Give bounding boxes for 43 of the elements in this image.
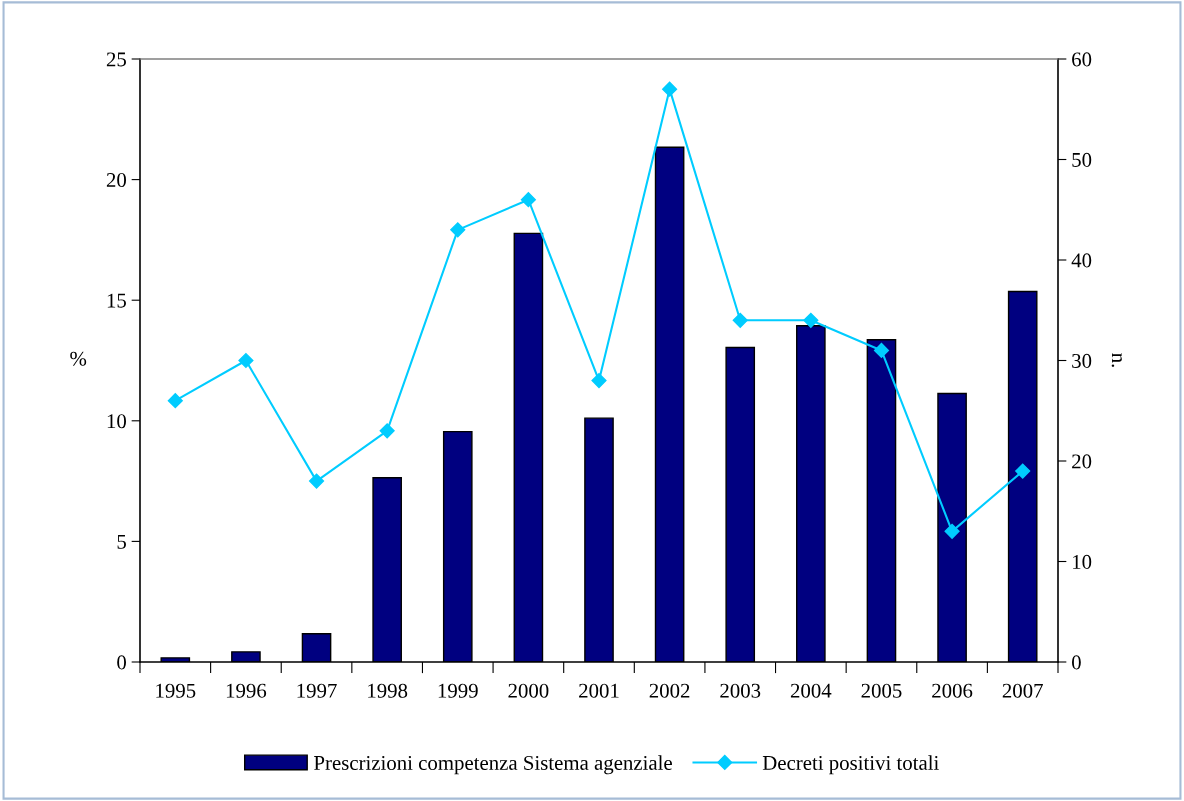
point xyxy=(944,523,960,539)
point xyxy=(167,393,183,409)
y2-tick-label: 30 xyxy=(1072,353,1092,368)
x-tick-label: 1996 xyxy=(226,683,267,698)
x-tick-label: 2003 xyxy=(720,683,761,698)
point xyxy=(873,342,890,359)
x-tick-label: 2002 xyxy=(649,683,690,698)
x-tick-label: 2004 xyxy=(790,683,832,698)
x-tick-label: 1998 xyxy=(368,683,408,698)
x-tick-label: 2005 xyxy=(861,683,902,698)
y2-tick-label: 0 xyxy=(1071,655,1081,670)
point xyxy=(238,352,254,369)
point xyxy=(591,373,607,389)
y-tick-label: 10 xyxy=(107,414,127,429)
legend-label: Decreti positivi totali xyxy=(762,755,939,775)
point xyxy=(1015,463,1031,479)
y-tick-label: 0 xyxy=(117,655,127,670)
x-tick-label: 1995 xyxy=(156,683,196,698)
y2-tick-label: 40 xyxy=(1071,253,1092,268)
y2-tick-label: 10 xyxy=(1073,554,1092,569)
x-tick-label: 2000 xyxy=(508,683,549,698)
y-tick-label: 15 xyxy=(107,293,126,308)
y2-axis-title: n. xyxy=(1111,353,1122,367)
x-tick-label: 1999 xyxy=(438,683,478,698)
y2-tick-label: 20 xyxy=(1072,454,1092,469)
y2-tick-label: 60 xyxy=(1072,52,1092,67)
y2-tick-label: 50 xyxy=(1072,152,1092,167)
y-tick-label: 25 xyxy=(106,52,126,67)
point xyxy=(662,81,678,97)
point xyxy=(450,222,466,238)
x-tick-label: 1997 xyxy=(297,683,337,698)
point xyxy=(803,312,819,328)
point xyxy=(732,312,748,328)
point xyxy=(308,473,325,489)
x-tick-label: 2006 xyxy=(932,683,973,698)
y-tick-label: 5 xyxy=(117,534,126,549)
point xyxy=(379,423,395,439)
x-tick-label: 2001 xyxy=(579,683,619,698)
x-tick-label: 2007 xyxy=(1002,683,1043,698)
point xyxy=(520,192,536,208)
y-tick-label: 20 xyxy=(106,172,127,188)
legend-label: Prescrizioni competenza Sistema agenziale xyxy=(314,755,672,775)
y-axis-title: % xyxy=(70,351,87,366)
